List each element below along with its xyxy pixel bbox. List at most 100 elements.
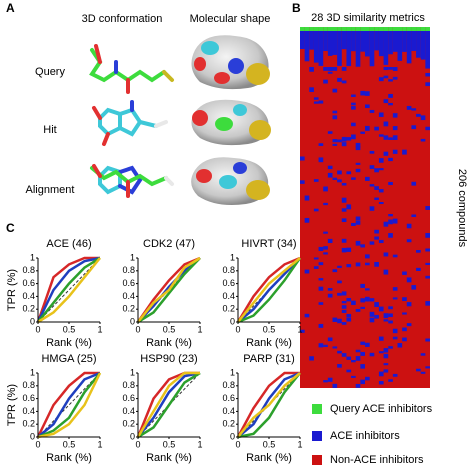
roc-line	[37, 257, 101, 324]
heatmap-cell	[309, 27, 314, 31]
heatmap-cell	[337, 139, 342, 143]
heatmap-cell	[313, 257, 319, 260]
heatmap-cell	[425, 248, 430, 252]
x-tick-label: 1	[97, 439, 102, 449]
heatmap-cell	[355, 309, 361, 312]
heatmap-cell	[378, 31, 384, 57]
heatmap-cell	[369, 165, 375, 169]
heatmap-cell	[332, 143, 338, 146]
x-tick-label: 0	[35, 324, 40, 334]
y-tick-label: 1	[30, 367, 35, 377]
heatmap-cell	[304, 195, 310, 201]
heatmap-cell	[323, 246, 328, 250]
y-tick-label: 0	[30, 431, 35, 441]
heatmap-cell	[341, 305, 347, 309]
heatmap-cell	[332, 317, 338, 322]
heatmap-cell	[392, 126, 398, 131]
heatmap-cell	[341, 67, 347, 71]
heatmap-cell	[388, 31, 393, 55]
heatmap-cell	[378, 189, 384, 193]
heatmap-cell	[337, 364, 342, 368]
heatmap-cell	[346, 31, 352, 67]
heatmap-cell	[411, 27, 417, 31]
heatmap-cell	[411, 125, 417, 130]
heatmap-cell	[341, 291, 347, 296]
heatmap-cell	[388, 27, 393, 31]
heatmap-cell	[388, 306, 393, 310]
heatmap-cell	[318, 278, 324, 281]
heatmap-cell	[323, 231, 328, 234]
heatmap-cell	[383, 353, 389, 359]
heatmap-cell	[337, 292, 342, 296]
y-tick-label: 0.4	[122, 406, 135, 416]
heatmap-cell	[388, 379, 393, 382]
heatmap-cell	[374, 186, 379, 190]
heatmap-cell	[332, 383, 338, 388]
x-tick-label: 0.5	[163, 324, 176, 334]
y-axis-label: TPR (%)	[6, 384, 18, 426]
x-tick-label: 0	[235, 324, 240, 334]
y-tick-label: 1	[130, 367, 135, 377]
heatmap-cell	[346, 356, 352, 360]
heatmap-cell	[318, 27, 324, 31]
heatmap-cell	[425, 233, 430, 238]
heatmap-cell	[388, 346, 393, 349]
chart-title: HMGA (25)	[41, 353, 96, 365]
heatmap-cell	[351, 102, 356, 106]
heatmap-cell	[313, 179, 319, 182]
x-tick-label: 0	[235, 439, 240, 449]
heatmap-cell	[406, 239, 412, 243]
heatmap-cell	[402, 31, 407, 52]
heatmap-cell	[337, 179, 342, 183]
heatmap-cell	[355, 168, 361, 173]
x-tick-label: 0.5	[263, 324, 276, 334]
heatmap-cell	[327, 377, 333, 382]
heatmap-cell	[402, 271, 407, 275]
heatmap-cell	[378, 371, 384, 377]
heatmap-cell	[360, 244, 365, 248]
heatmap-cell	[332, 88, 338, 93]
heatmap-cell	[374, 229, 379, 234]
y-tick-label: 1	[130, 252, 135, 262]
heatmap-cell	[346, 137, 352, 141]
heatmap-cell	[309, 87, 314, 92]
heatmap-cell	[351, 27, 356, 31]
heatmap-cell	[402, 337, 407, 342]
heatmap-cell	[300, 156, 305, 161]
heatmap-cell	[327, 238, 333, 244]
heatmap-cell	[383, 313, 389, 319]
heatmap	[300, 27, 430, 388]
heatmap-cell	[397, 31, 403, 61]
heatmap-cell	[374, 261, 379, 267]
heatmap-cell	[351, 122, 356, 127]
y-tick-label: 0.6	[122, 278, 135, 288]
heatmap-cell	[378, 134, 384, 137]
heatmap-cell	[323, 380, 328, 383]
heatmap-cell	[378, 306, 384, 312]
heatmap-cell	[337, 280, 342, 284]
x-tick-label: 0.5	[163, 439, 176, 449]
heatmap-cell	[383, 151, 389, 156]
heatmap-cell	[332, 269, 338, 273]
x-axis-label: Rank (%)	[46, 337, 92, 349]
heatmap-cell	[388, 182, 393, 186]
heatmap-cell	[378, 351, 384, 354]
heatmap-cell	[420, 138, 426, 142]
heatmap-cell	[323, 67, 328, 71]
y-tick-label: 0.4	[22, 291, 35, 301]
heatmap-cell	[341, 353, 347, 357]
heatmap-cell	[392, 31, 398, 52]
heatmap-cell	[411, 108, 417, 111]
heatmap-cell	[337, 27, 342, 31]
heatmap-y-label: 206 compounds	[456, 169, 468, 248]
x-tick-label: 1	[97, 324, 102, 334]
roc-line	[237, 257, 301, 323]
heatmap-cell	[383, 135, 389, 140]
heatmap-title: 28 3D similarity metrics	[311, 12, 425, 24]
y-tick-label: 1	[230, 252, 235, 262]
roc-line	[237, 257, 301, 323]
y-tick-label: 0	[230, 431, 235, 441]
heatmap-cell	[411, 214, 417, 217]
heatmap-cell	[383, 121, 389, 127]
